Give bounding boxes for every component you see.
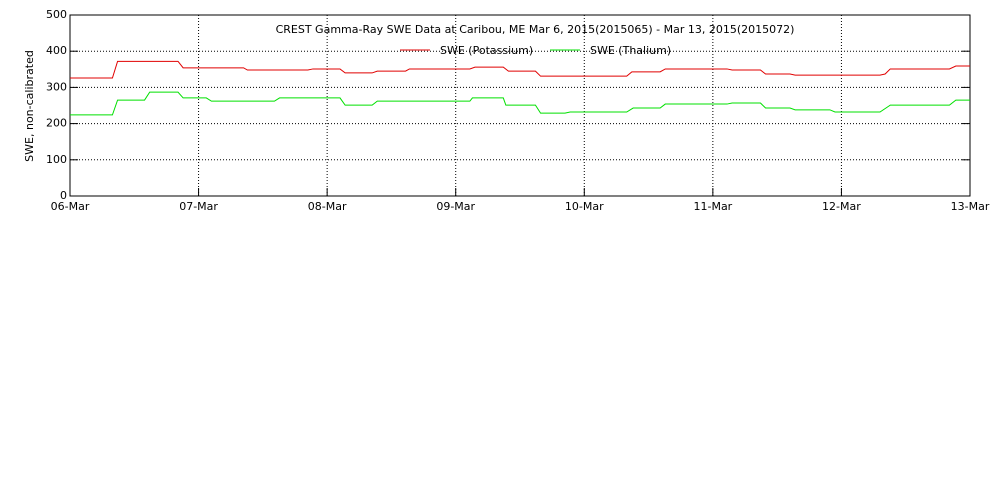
x-tick-label: 13-Mar [951,200,990,213]
chart-title: CREST Gamma-Ray SWE Data at Caribou, ME … [276,23,795,36]
x-tick-label: 11-Mar [693,200,732,213]
x-tick-label: 07-Mar [179,200,218,213]
x-tick-label: 10-Mar [565,200,604,213]
series-line [70,60,970,79]
legend-label: SWE (Thalium) [590,44,671,57]
y-tick-label: 300 [46,80,67,93]
y-tick-label: 200 [46,117,67,130]
y-tick-label: 100 [46,153,67,166]
x-tick-label: 12-Mar [822,200,861,213]
series-line [70,91,970,116]
x-tick-label: 06-Mar [51,200,90,213]
y-tick-label: 400 [46,44,67,57]
y-tick-label: 0 [60,189,67,202]
x-tick-label: 09-Mar [436,200,475,213]
legend-label: SWE (Potassium) [440,44,533,57]
x-tick-label: 08-Mar [308,200,347,213]
y-axis-label: SWE, non-calibrated [23,50,36,162]
plot-frame [69,14,971,197]
y-tick-label: 500 [46,8,67,21]
